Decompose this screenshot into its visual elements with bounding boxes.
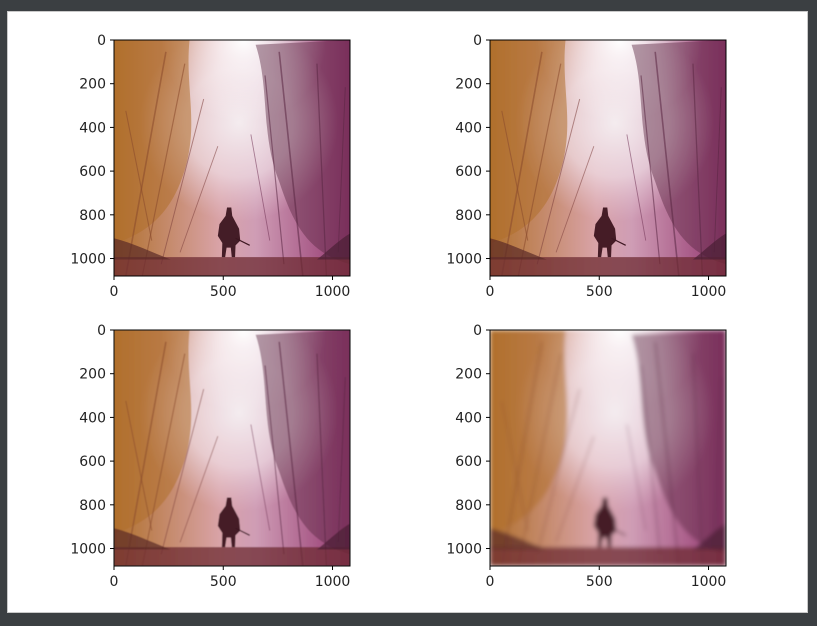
axes-frame-bottom-left bbox=[113, 329, 351, 567]
figure-canvas: 0 500 1000 0 200 400 600 800 1000 0 500 1000 0 200 400… bbox=[7, 11, 808, 613]
y-tick-label: 0 bbox=[473, 33, 482, 49]
x-tick-label: 500 bbox=[210, 284, 237, 300]
y-tick-label: 400 bbox=[79, 120, 106, 136]
x-tick-label: 500 bbox=[210, 574, 237, 590]
x-tick-label: 1000 bbox=[315, 284, 351, 300]
axes-frame-bottom-right bbox=[489, 329, 727, 567]
image-bottom-left bbox=[114, 330, 350, 566]
y-tick-label: 800 bbox=[79, 498, 106, 514]
y-tick-label: 1000 bbox=[446, 542, 482, 558]
y-tick-label: 800 bbox=[79, 208, 106, 224]
image-bottom-right bbox=[490, 330, 726, 566]
y-tick-label: 600 bbox=[79, 454, 106, 470]
y-tick-label: 200 bbox=[79, 77, 106, 93]
axes-frame-top-right bbox=[489, 39, 727, 277]
x-tick-label: 1000 bbox=[691, 284, 727, 300]
x-tick-label: 500 bbox=[586, 284, 613, 300]
y-tick-label: 1000 bbox=[446, 252, 482, 268]
y-tick-label: 0 bbox=[473, 323, 482, 339]
y-tick-label: 200 bbox=[455, 367, 482, 383]
image-top-left bbox=[114, 40, 350, 276]
y-tick-label: 400 bbox=[455, 120, 482, 136]
y-tick-label: 200 bbox=[455, 77, 482, 93]
y-tick-label: 1000 bbox=[70, 542, 106, 558]
y-tick-label: 600 bbox=[455, 454, 482, 470]
y-tick-label: 200 bbox=[79, 367, 106, 383]
x-tick-label: 0 bbox=[110, 284, 119, 300]
axes-frame-top-left bbox=[113, 39, 351, 277]
y-tick-label: 800 bbox=[455, 498, 482, 514]
y-tick-label: 600 bbox=[455, 164, 482, 180]
y-tick-label: 600 bbox=[79, 164, 106, 180]
x-tick-label: 1000 bbox=[691, 574, 727, 590]
y-tick-label: 400 bbox=[79, 410, 106, 426]
x-tick-label: 0 bbox=[110, 574, 119, 590]
y-tick-label: 1000 bbox=[70, 252, 106, 268]
x-tick-label: 0 bbox=[486, 284, 495, 300]
x-tick-label: 0 bbox=[486, 574, 495, 590]
y-tick-label: 0 bbox=[97, 323, 106, 339]
image-top-right bbox=[490, 40, 726, 276]
y-tick-label: 400 bbox=[455, 410, 482, 426]
x-tick-label: 500 bbox=[586, 574, 613, 590]
y-tick-label: 800 bbox=[455, 208, 482, 224]
x-tick-label: 1000 bbox=[315, 574, 351, 590]
y-tick-label: 0 bbox=[97, 33, 106, 49]
